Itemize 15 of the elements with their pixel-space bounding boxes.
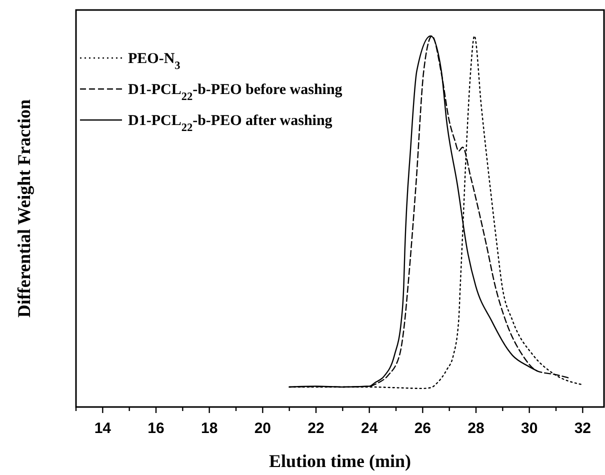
x-tick-label: 26 [414, 420, 432, 437]
x-tick-label: 30 [520, 420, 538, 437]
x-axis-title: Elution time (min) [269, 451, 411, 471]
x-tick-label: 18 [200, 420, 218, 437]
legend-label: D1-PCL$_{22}$-b-PEO before washing [128, 82, 343, 103]
x-tick-label: 24 [360, 420, 378, 437]
y-axis-title: Differential Weight Fraction [14, 99, 34, 318]
x-tick-label: 14 [94, 420, 112, 437]
x-tick-label: 16 [148, 420, 164, 437]
x-tick-label: 28 [468, 420, 484, 437]
legend-label: D1-PCL$_{22}$-b-PEO after washing [128, 113, 333, 134]
x-tick-label: 32 [574, 420, 592, 437]
x-tick-label: 22 [308, 420, 324, 437]
x-tick-label: 20 [254, 420, 272, 437]
legend-label: PEO-N$_{3}$ [128, 51, 181, 72]
